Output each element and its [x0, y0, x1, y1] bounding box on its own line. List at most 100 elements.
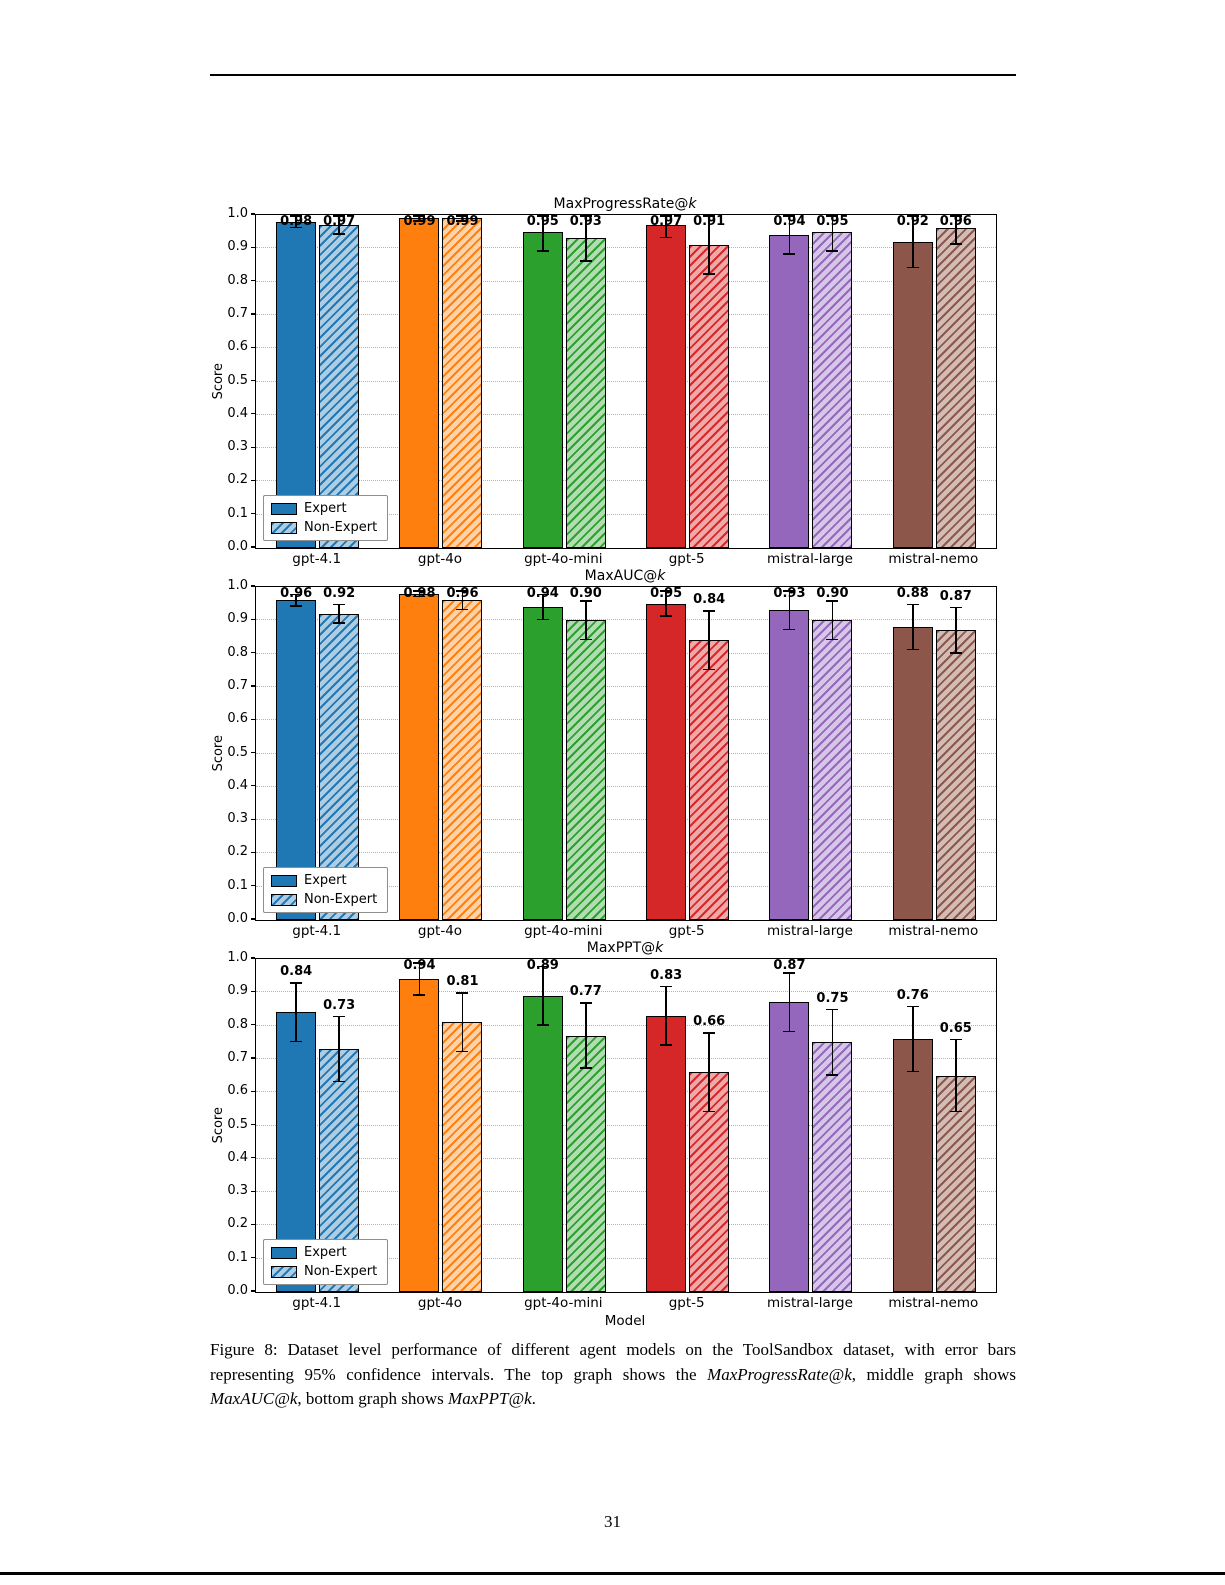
bar-value-label: 0.93	[569, 214, 602, 229]
bar-value-label: 0.65	[939, 1020, 972, 1036]
bar-expert-mistral-large	[769, 1002, 810, 1292]
legend-item-non-expert: Non-Expert	[271, 520, 377, 535]
error-cap-high	[949, 606, 962, 609]
error-bar	[665, 985, 667, 1046]
gridline	[256, 347, 996, 349]
barwrap: 0.93	[769, 586, 810, 920]
chart-title-k: k	[655, 940, 664, 956]
error-bar	[831, 215, 834, 252]
bar-group-mistral-nemo: 0.92 0.96	[873, 214, 996, 548]
error-cap-low	[579, 1067, 592, 1069]
chart-body: Score 0.0 0.1 0.2 0.3 0.4 0.5 0.6 0.7 0.8 0.9 1.0 0.…	[210, 206, 1016, 554]
bar-group-gpt-4o-mini: 0.94 0.90	[503, 586, 626, 920]
error-cap-low	[536, 618, 549, 621]
y-tick-label: 0.7	[227, 677, 248, 693]
bar-expert-gpt-5	[646, 1015, 687, 1292]
plot-area: 0.84 0.73 0.94 0.81 0.89 0.77 0.83 0.66 0.87 0.75…	[255, 958, 997, 1293]
chart-title: MaxProgressRate@k	[255, 196, 995, 212]
barwrap: 0.99	[442, 214, 483, 548]
figure-8: MaxProgressRate@k Score 0.0 0.1 0.2 0.3 0.4 0.5…	[210, 196, 1016, 1329]
bar-non-expert-gpt-4o	[442, 218, 483, 548]
error-bar	[461, 992, 464, 1053]
barwrap: 0.97	[646, 214, 687, 548]
error-cap-low	[536, 1024, 549, 1026]
chart-title-text: MaxPPT@	[586, 940, 656, 956]
y-tick-label: 0.3	[227, 439, 248, 455]
gridline	[256, 1157, 996, 1159]
error-bar	[665, 215, 667, 239]
bar-group-gpt-4o: 0.99 0.99	[379, 214, 502, 548]
y-axis-label: Score	[210, 958, 226, 1293]
y-tick-mark	[251, 585, 255, 587]
plot-area: 0.98 0.97 0.99 0.99 0.95 0.93 0.97 0.91 0.94 0.95…	[255, 214, 997, 549]
bar-group-gpt-4o: 0.94 0.81	[379, 958, 502, 1292]
error-cap-low	[290, 605, 303, 607]
y-tick-label: 1.0	[227, 206, 248, 221]
bar-value-label: 0.91	[693, 214, 726, 229]
caption-label: Figure 8:	[210, 1340, 278, 1359]
bar-group-gpt-5: 0.95 0.84	[626, 586, 749, 920]
error-cap-high	[579, 600, 592, 602]
bar-non-expert-mistral-nemo	[935, 630, 976, 920]
error-bar	[955, 607, 957, 654]
error-cap-low	[333, 622, 346, 624]
error-cap-high	[456, 590, 469, 592]
bar-value-label: 0.98	[403, 586, 436, 601]
y-tick-mark	[251, 785, 255, 787]
error-cap-low	[906, 1070, 919, 1073]
y-tick-label: 0.8	[227, 644, 248, 660]
error-cap-low	[906, 648, 919, 651]
legend-item-non-expert: Non-Expert	[271, 1264, 377, 1279]
bar-expert-mistral-nemo	[892, 1038, 933, 1292]
gridline	[256, 652, 996, 654]
legend-swatch-solid	[271, 1246, 297, 1259]
error-cap-low	[413, 220, 426, 222]
error-cap-high	[290, 982, 303, 984]
bar-value-label: 0.90	[816, 586, 849, 601]
y-tick-label: 0.2	[227, 844, 248, 860]
y-tick-label: 0.0	[227, 539, 248, 554]
y-tick-label: 0.5	[227, 372, 248, 388]
error-cap-high	[906, 215, 919, 217]
bar-non-expert-gpt-5	[689, 244, 730, 548]
bar-expert-mistral-nemo	[892, 626, 933, 920]
y-tick-mark	[251, 246, 255, 248]
barwrap: 0.90	[565, 586, 606, 920]
gridline	[256, 480, 996, 482]
legend: Expert Non-Expert	[263, 495, 389, 541]
error-cap-high	[413, 215, 426, 217]
bar-value-label: 0.87	[773, 958, 806, 973]
bar-expert-gpt-4o-mini	[522, 231, 563, 548]
x-axis-label: Model	[604, 1313, 646, 1329]
error-cap-low	[906, 266, 919, 269]
error-cap-low	[413, 595, 426, 597]
bar-value-label: 0.83	[650, 967, 683, 983]
bar-value-label: 0.89	[526, 958, 559, 973]
bar-value-label: 0.93	[773, 586, 806, 601]
barwrap: 0.98	[276, 214, 317, 548]
error-bar	[955, 215, 957, 245]
x-tick-label-mistral-nemo: mistral-nemo	[888, 1295, 979, 1311]
legend-swatch-hatched	[271, 893, 297, 906]
bar-non-expert-mistral-large	[812, 1042, 853, 1292]
error-bar	[295, 982, 297, 1043]
page-number: 31	[604, 1512, 621, 1531]
error-bar	[461, 215, 464, 222]
chart-maxppt: MaxPPT@k Score 0.0 0.1 0.2 0.3 0.4 0.5 0.6 0.7 0.8…	[210, 940, 1016, 1329]
error-cap-low	[826, 638, 839, 641]
y-axis: 0.0 0.1 0.2 0.3 0.4 0.5 0.6 0.7 0.8 0.9 1.0	[226, 206, 255, 554]
gridline	[256, 247, 996, 249]
bar-non-expert-gpt-5	[689, 640, 730, 920]
x-tick-labels: gpt-4.1 gpt-4o gpt-4o-mini gpt-5 mistral-lar…	[255, 1295, 995, 1312]
legend-label: Non-Expert	[304, 520, 378, 535]
y-tick-mark	[251, 513, 255, 515]
error-cap-high	[660, 590, 673, 592]
bar-non-expert-gpt-4o-mini	[565, 620, 606, 920]
y-tick-label: 0.5	[227, 744, 248, 760]
gridline	[256, 685, 996, 687]
y-tick-label: 1.0	[227, 578, 248, 593]
bar-expert-gpt-4o	[399, 978, 440, 1292]
y-tick-label: 0.4	[227, 405, 248, 421]
bar-value-label: 0.76	[896, 987, 929, 1003]
y-tick-mark	[251, 1290, 255, 1292]
